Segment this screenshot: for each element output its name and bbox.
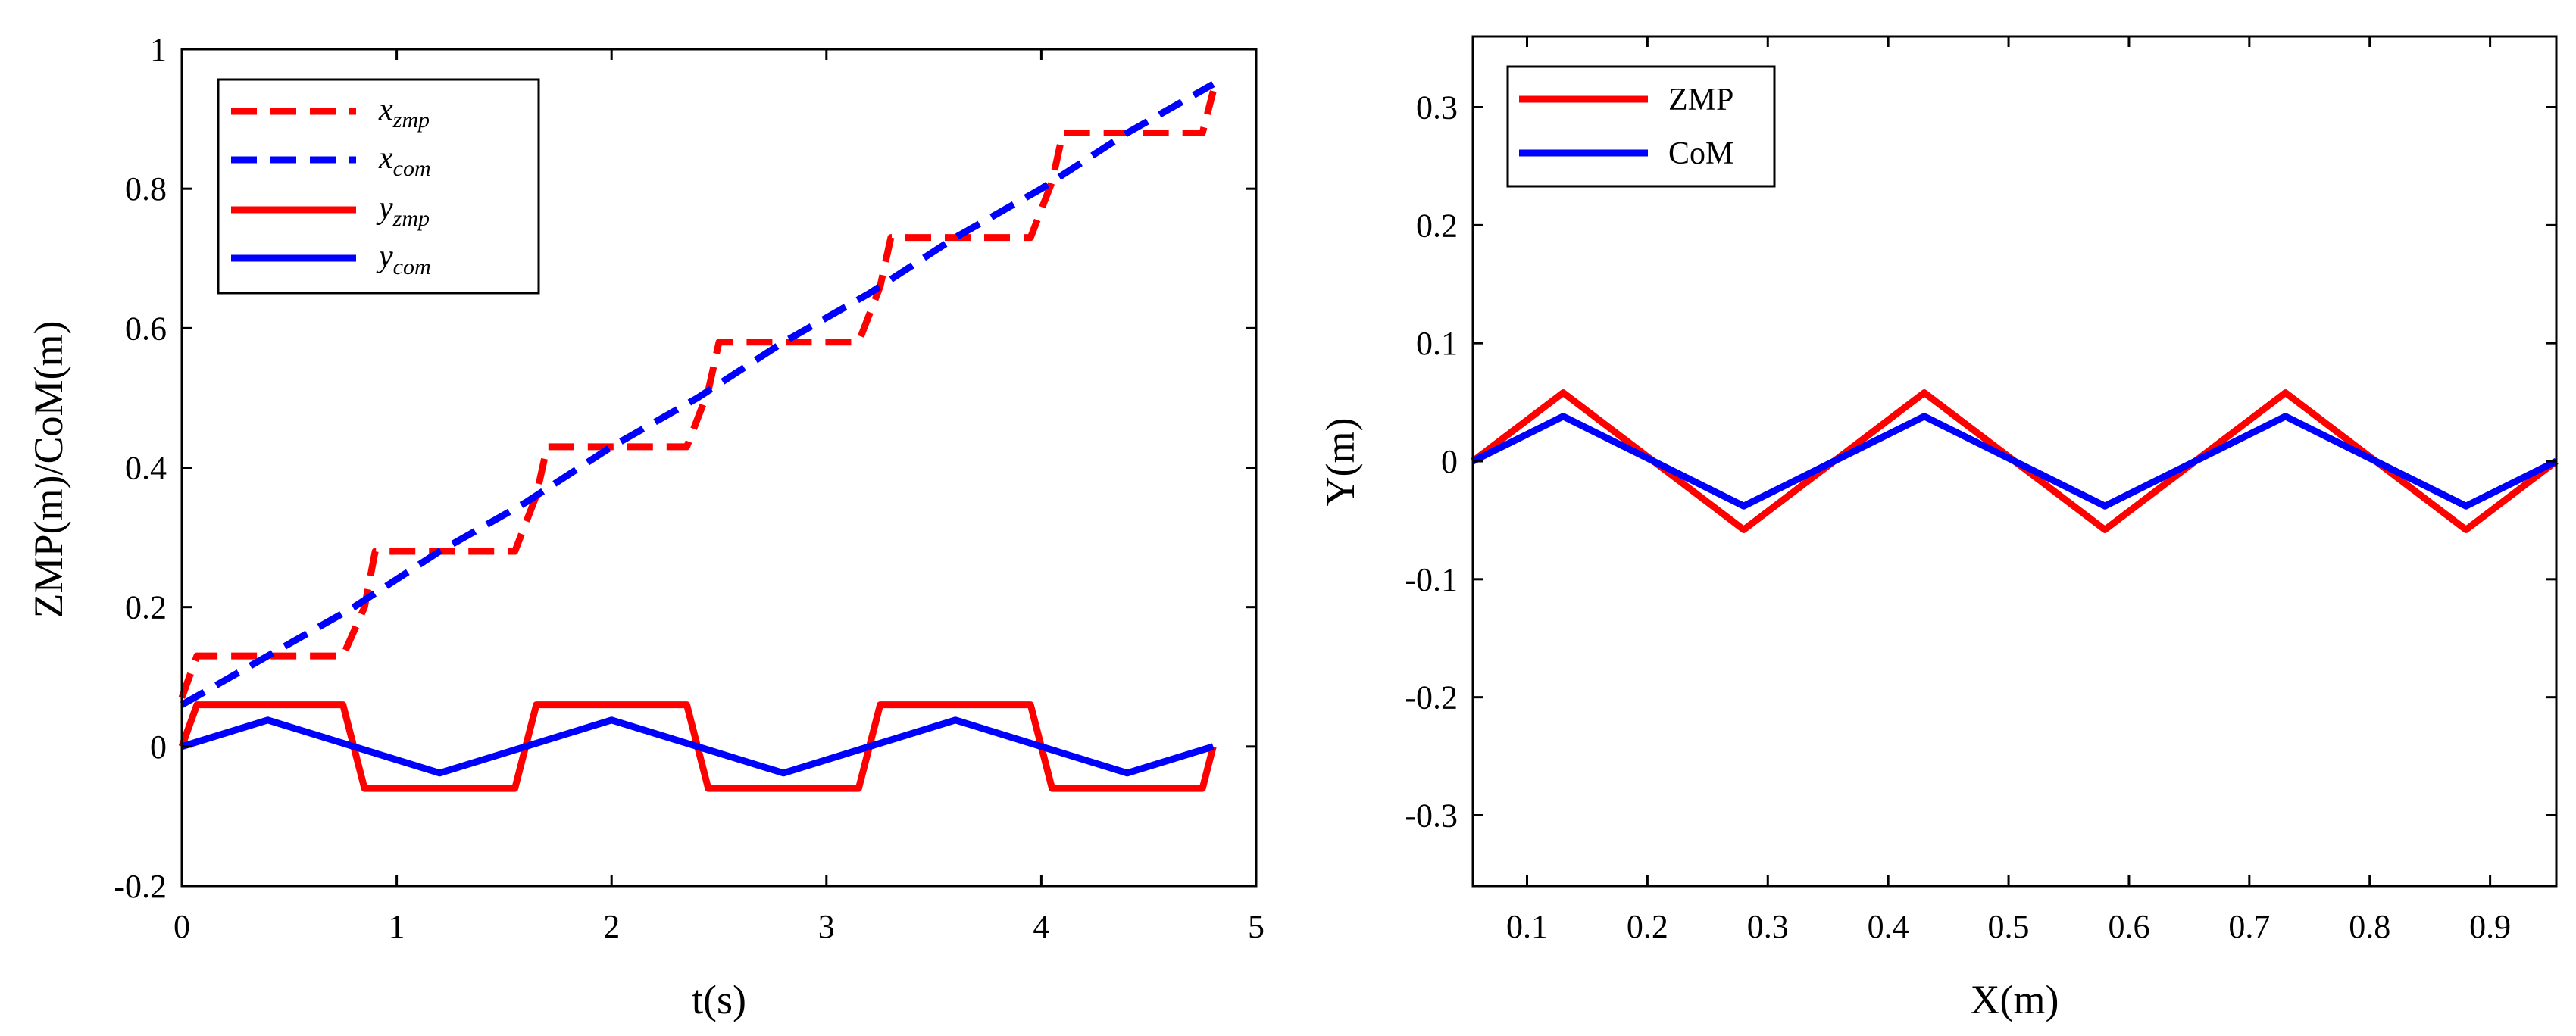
left-x-tick-label: 1 xyxy=(389,908,405,945)
left-x-tick-label: 2 xyxy=(603,908,620,945)
left-axis-ticks: 0 1 2 3 4 5-0.200.20.40.60.81 xyxy=(114,31,1265,945)
legend-zmp-label: ZMP xyxy=(1668,83,1733,117)
right-x-tick-label: 0.7 xyxy=(2228,908,2270,945)
legend-y-com-label: ycom xyxy=(376,239,431,279)
left-x-tick-label: 4 xyxy=(1033,908,1049,945)
left-y-tick-label: 0.4 xyxy=(125,450,167,487)
right-x-tick-label: 0.3 xyxy=(1747,908,1789,945)
legend-y-zmp-label: yzmp xyxy=(376,191,430,231)
right-x-tick-label: 0.6 xyxy=(2108,908,2149,945)
left-chart: 0 1 2 3 4 5-0.200.20.40.60.81 t(s) ZMP(m)/CoM… xyxy=(26,31,1265,1022)
left-series-y-com-line xyxy=(180,716,1215,777)
legend-x-zmp-label: xzmp xyxy=(378,92,430,133)
left-x-tick-label: 0 xyxy=(174,908,190,945)
left-y-axis-label: ZMP(m)/CoM(m) xyxy=(26,320,71,618)
right-axis-ticks: 0.1 0.2 0.3 0.4 0.5 0.6 0.7 0.8 0.9 -0.3 -0.2 -0.1 0… xyxy=(1405,36,2556,945)
left-y-tick-label: -0.2 xyxy=(114,868,167,905)
right-x-tick-label: 0.5 xyxy=(1988,908,2030,945)
right-x-tick-label: 0.4 xyxy=(1868,908,1909,945)
left-y-tick-label: 0 xyxy=(150,729,167,766)
left-plot-lines xyxy=(178,81,1217,792)
left-legend: xzmp xcom yzmp ycom xyxy=(217,78,540,295)
left-y-tick-label: 0.2 xyxy=(125,589,167,626)
right-y-tick-label: -0.1 xyxy=(1405,561,1458,598)
left-y-tick-label: 1 xyxy=(150,31,167,68)
right-plot-lines xyxy=(1471,389,2559,533)
right-y-tick-label: 0 xyxy=(1441,443,1458,480)
right-y-tick-label: -0.3 xyxy=(1405,797,1458,835)
left-x-axis-label: t(s) xyxy=(692,977,746,1022)
right-x-tick-label: 0.8 xyxy=(2349,908,2390,945)
right-legend-box xyxy=(1506,65,1776,188)
right-y-tick-label: 0.1 xyxy=(1416,325,1458,362)
right-x-tick-label: 0.9 xyxy=(2469,908,2511,945)
left-y-tick-label: 0.8 xyxy=(125,170,167,208)
right-x-axis-label: X(m) xyxy=(1971,977,2059,1022)
right-y-tick-label: 0.2 xyxy=(1416,207,1458,244)
right-legend: ZMP CoM xyxy=(1506,65,1776,188)
legend-x-com-label: xcom xyxy=(378,141,431,181)
right-chart: 0.1 0.2 0.3 0.4 0.5 0.6 0.7 0.8 0.9 -0.3 -0.2 -0.1 0… xyxy=(1318,35,2559,1022)
left-x-tick-label: 3 xyxy=(818,908,835,945)
left-series-x-com-line xyxy=(180,81,1215,708)
right-y-axis-label: Y(m) xyxy=(1318,418,1363,507)
legend-com-label: CoM xyxy=(1668,136,1733,171)
left-x-tick-label: 5 xyxy=(1248,908,1265,945)
right-y-tick-label: 0.3 xyxy=(1416,89,1458,126)
right-x-tick-label: 0.2 xyxy=(1627,908,1668,945)
right-series-com-line xyxy=(1471,413,2559,510)
left-y-tick-label: 0.6 xyxy=(125,310,167,347)
right-x-tick-label: 0.1 xyxy=(1506,908,1548,945)
right-y-tick-label: -0.2 xyxy=(1405,679,1458,716)
